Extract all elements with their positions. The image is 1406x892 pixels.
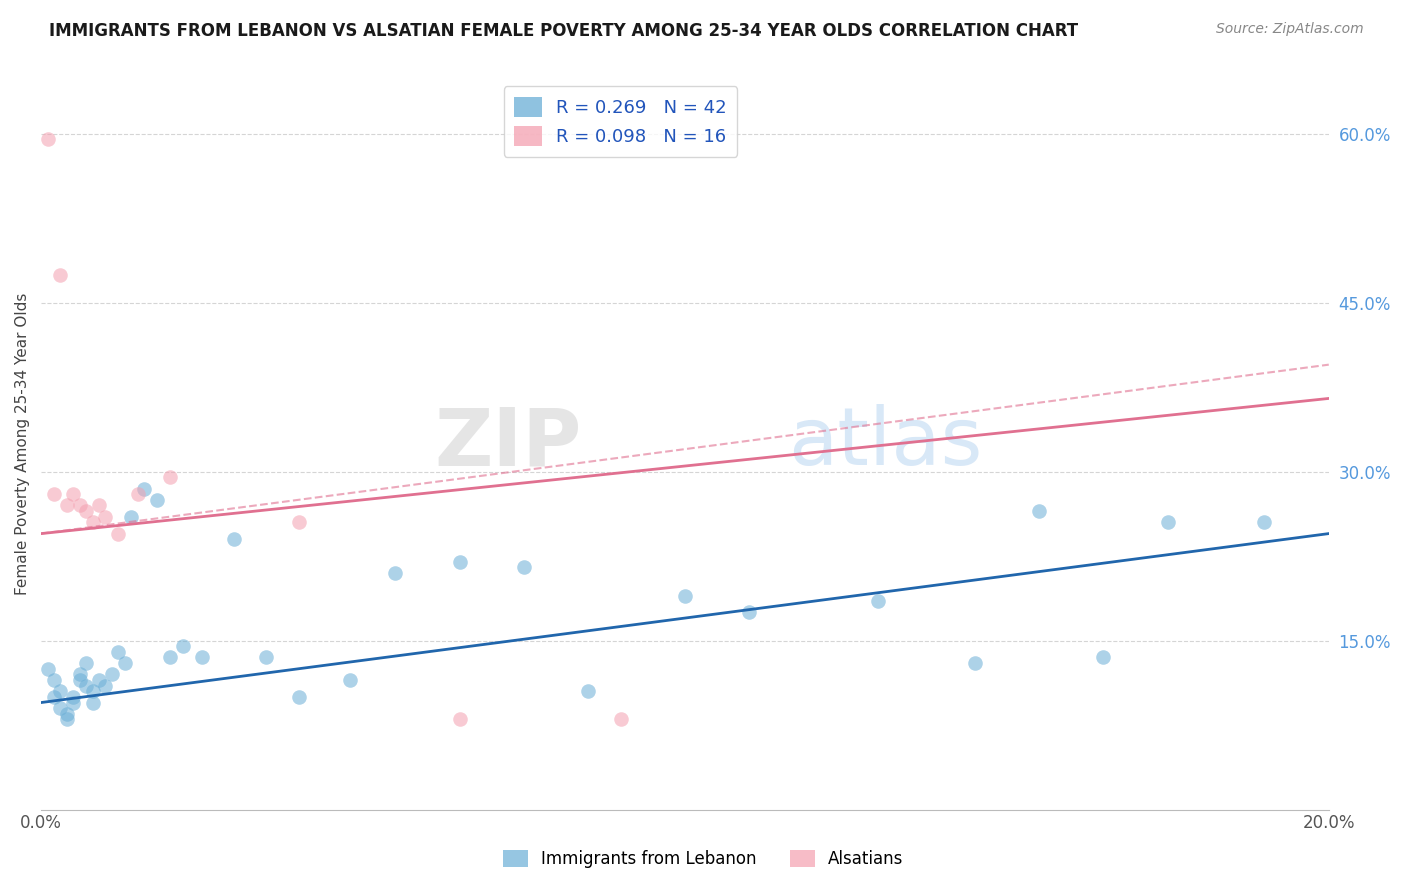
Point (69, 667, 91, 681)
Legend: R = 0.269   N = 42, R = 0.098   N = 16: R = 0.269 N = 42, R = 0.098 N = 16 (503, 87, 738, 157)
Point (37, 132, 59, 146)
Point (49, 701, 72, 715)
Point (56, 706, 79, 721)
Point (191, 650, 214, 665)
Point (120, 509, 142, 524)
Point (868, 594, 890, 608)
Point (87, 673, 110, 687)
Point (1028, 504, 1050, 518)
Point (82, 696, 104, 710)
Text: ZIP: ZIP (434, 404, 582, 483)
Point (56, 499, 79, 513)
Point (94, 509, 117, 524)
Point (62, 696, 84, 710)
Point (49, 684, 72, 698)
Point (146, 492, 169, 507)
Point (609, 713, 631, 727)
Point (37, 662, 59, 676)
Point (287, 690, 309, 704)
Point (42, 487, 65, 501)
Point (56, 713, 79, 727)
Point (576, 684, 599, 698)
Point (75, 656, 97, 670)
Point (42, 690, 65, 704)
Point (513, 560, 536, 574)
Point (69, 673, 91, 687)
Text: IMMIGRANTS FROM LEBANON VS ALSATIAN FEMALE POVERTY AMONG 25-34 YEAR OLDS CORRELA: IMMIGRANTS FROM LEBANON VS ALSATIAN FEMA… (49, 22, 1078, 40)
Point (673, 589, 696, 603)
Legend: Immigrants from Lebanon, Alsatians: Immigrants from Lebanon, Alsatians (496, 843, 910, 875)
Point (49, 268, 72, 282)
Text: Source: ZipAtlas.com: Source: ZipAtlas.com (1216, 22, 1364, 37)
Point (69, 499, 91, 513)
Point (127, 487, 149, 501)
Point (159, 470, 181, 484)
Point (87, 499, 110, 513)
Point (159, 650, 181, 665)
Point (963, 656, 986, 670)
Point (114, 656, 136, 670)
Point (101, 667, 124, 681)
Point (287, 516, 309, 530)
Point (1253, 516, 1275, 530)
Point (62, 487, 84, 501)
Y-axis label: Female Poverty Among 25-34 Year Olds: Female Poverty Among 25-34 Year Olds (15, 293, 30, 595)
Point (1157, 516, 1180, 530)
Text: atlas: atlas (787, 404, 983, 483)
Point (339, 673, 361, 687)
Point (75, 504, 97, 518)
Point (1092, 650, 1115, 665)
Point (94, 679, 117, 693)
Point (82, 684, 104, 698)
Point (107, 526, 129, 541)
Point (172, 639, 194, 653)
Point (449, 713, 471, 727)
Point (42, 673, 65, 687)
Point (107, 645, 129, 659)
Point (738, 606, 761, 620)
Point (134, 482, 156, 496)
Point (256, 650, 278, 665)
Point (62, 690, 84, 704)
Point (82, 516, 104, 530)
Point (75, 679, 97, 693)
Point (224, 533, 246, 547)
Point (384, 566, 406, 580)
Point (449, 555, 471, 569)
